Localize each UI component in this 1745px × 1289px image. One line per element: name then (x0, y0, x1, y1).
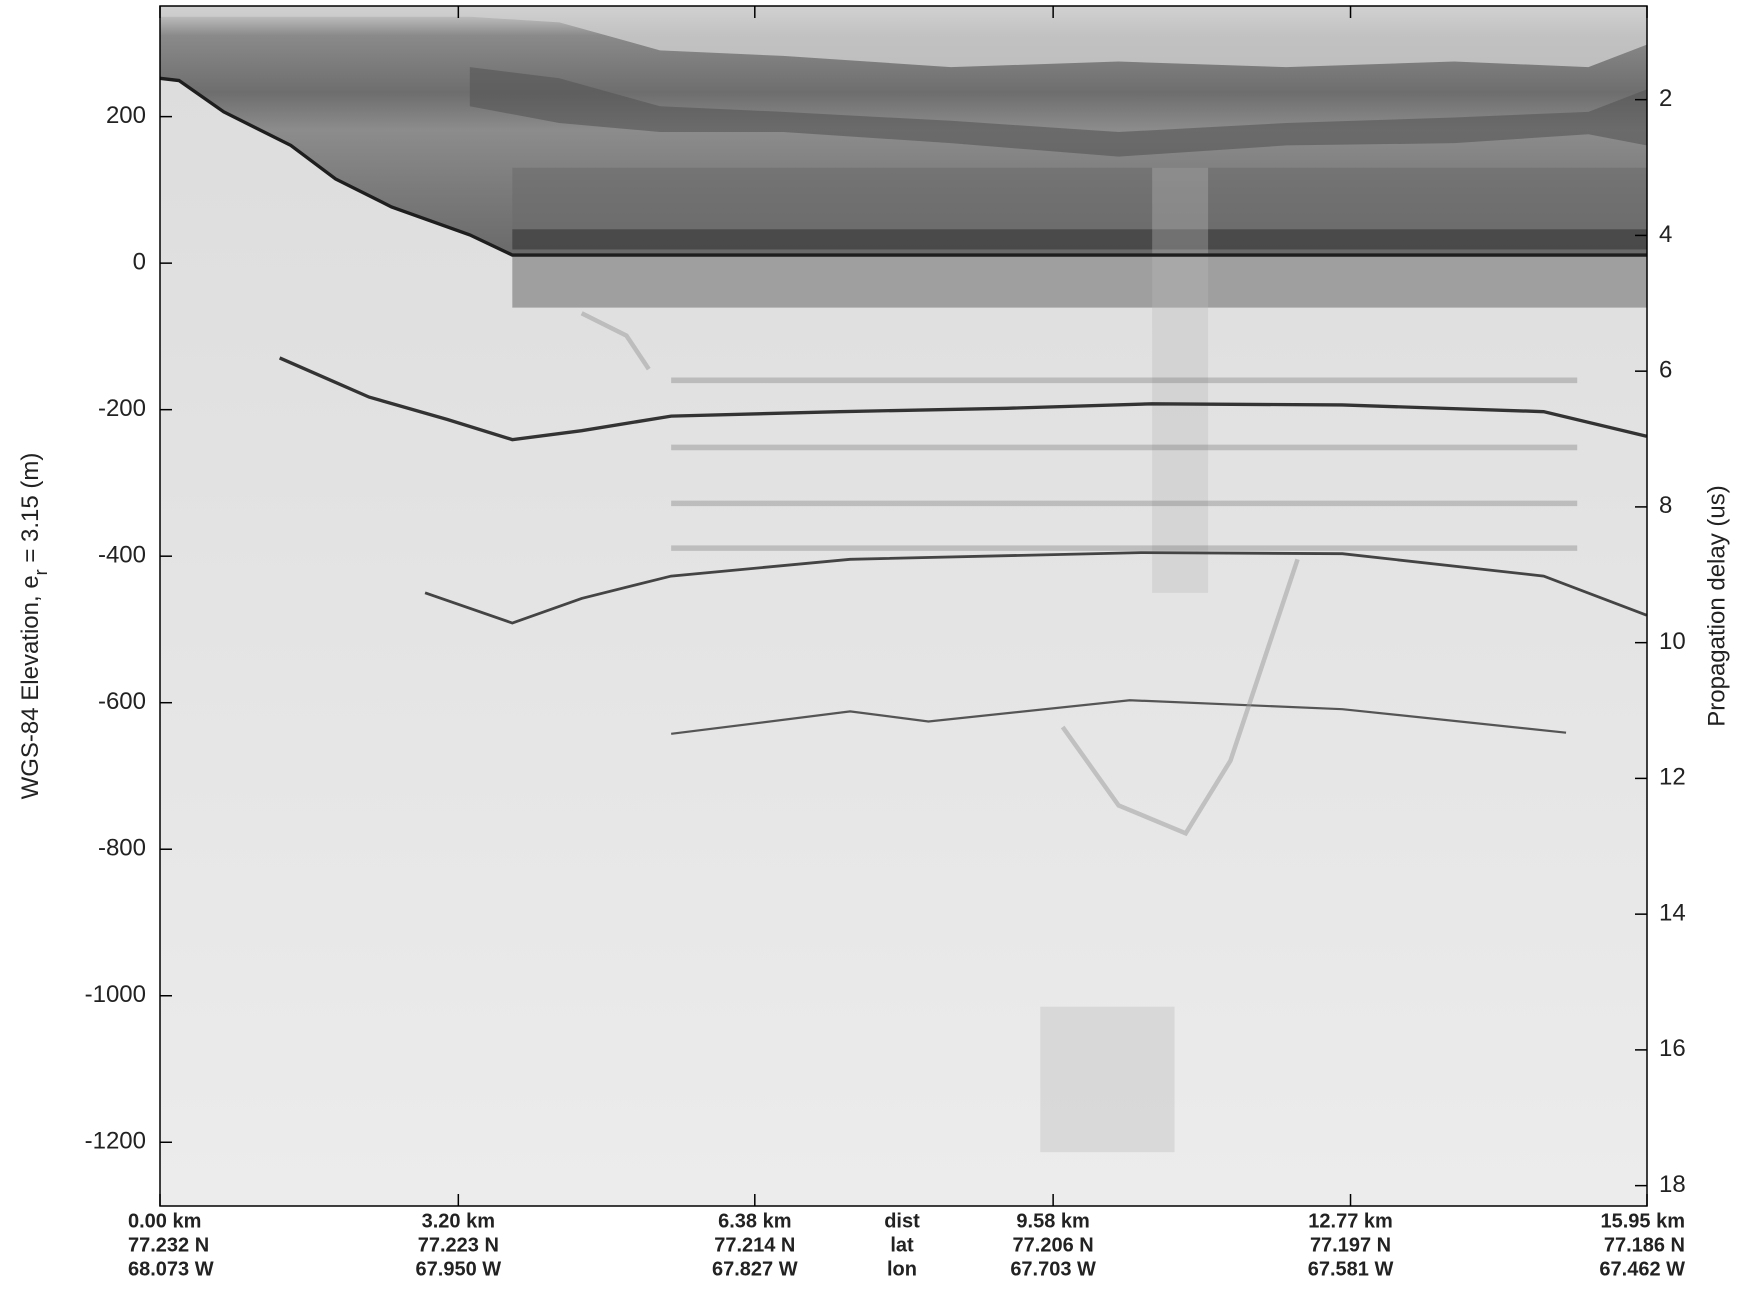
y2-axis-label: Propagation delay (us) (1703, 485, 1730, 726)
row-label: dist (884, 1210, 920, 1232)
lat-label: 77.206 N (1013, 1234, 1094, 1256)
x-tick-label: 3.20 km (422, 1210, 495, 1232)
lat-label: 77.232 N (128, 1234, 209, 1256)
y2-tick-label: 2 (1659, 85, 1672, 112)
y-tick-label: -1000 (85, 981, 146, 1008)
x-tick-label: 9.58 km (1016, 1210, 1089, 1232)
y2-tick-label: 18 (1659, 1171, 1686, 1198)
lon-label: 67.950 W (416, 1258, 502, 1280)
y-tick-label: 200 (106, 102, 146, 129)
lon-label: 67.827 W (712, 1258, 798, 1280)
y-axis-label-rest: = 3.15 (m) (17, 453, 44, 570)
y2-tick-label: 10 (1659, 628, 1686, 655)
y-tick-label: -400 (98, 542, 146, 569)
lat-label: 77.214 N (714, 1234, 795, 1256)
x-tick-label: 12.77 km (1308, 1210, 1393, 1232)
lat-label: 77.197 N (1310, 1234, 1391, 1256)
y2-tick-label: 4 (1659, 221, 1672, 248)
plot-frame (159, 5, 1648, 1207)
y2-tick-label: 12 (1659, 764, 1686, 791)
x-tick-label: 0.00 km (128, 1210, 201, 1232)
x-tick-label: 6.38 km (718, 1210, 791, 1232)
y2-tick-label: 8 (1659, 492, 1672, 519)
y2-tick-label: 6 (1659, 357, 1672, 384)
lat-label: 77.186 N (1604, 1234, 1685, 1256)
row-label: lon (887, 1258, 917, 1280)
lon-label: 67.703 W (1010, 1258, 1096, 1280)
echogram (159, 5, 1648, 1206)
y2-tick-label: 14 (1659, 899, 1686, 926)
x-tick-label: 15.95 km (1600, 1210, 1685, 1232)
lon-label: 68.073 W (128, 1258, 214, 1280)
y-axis-label-text: WGS-84 Elevation, e (17, 575, 44, 799)
lon-label: 67.581 W (1308, 1258, 1394, 1280)
y-axis-label: WGS-84 Elevation, er = 3.15 (m) (17, 453, 50, 800)
y-tick-label: 0 (133, 248, 146, 275)
y2-tick-label: 16 (1659, 1035, 1686, 1062)
lon-label: 67.462 W (1599, 1258, 1685, 1280)
lat-label: 77.223 N (418, 1234, 499, 1256)
y-tick-label: -1200 (85, 1128, 146, 1155)
y-tick-label: -200 (98, 395, 146, 422)
row-label: lat (890, 1234, 914, 1256)
y-tick-label: -600 (98, 688, 146, 715)
y-tick-label: -800 (98, 835, 146, 862)
y-axis-label-subscript: r (31, 569, 51, 575)
